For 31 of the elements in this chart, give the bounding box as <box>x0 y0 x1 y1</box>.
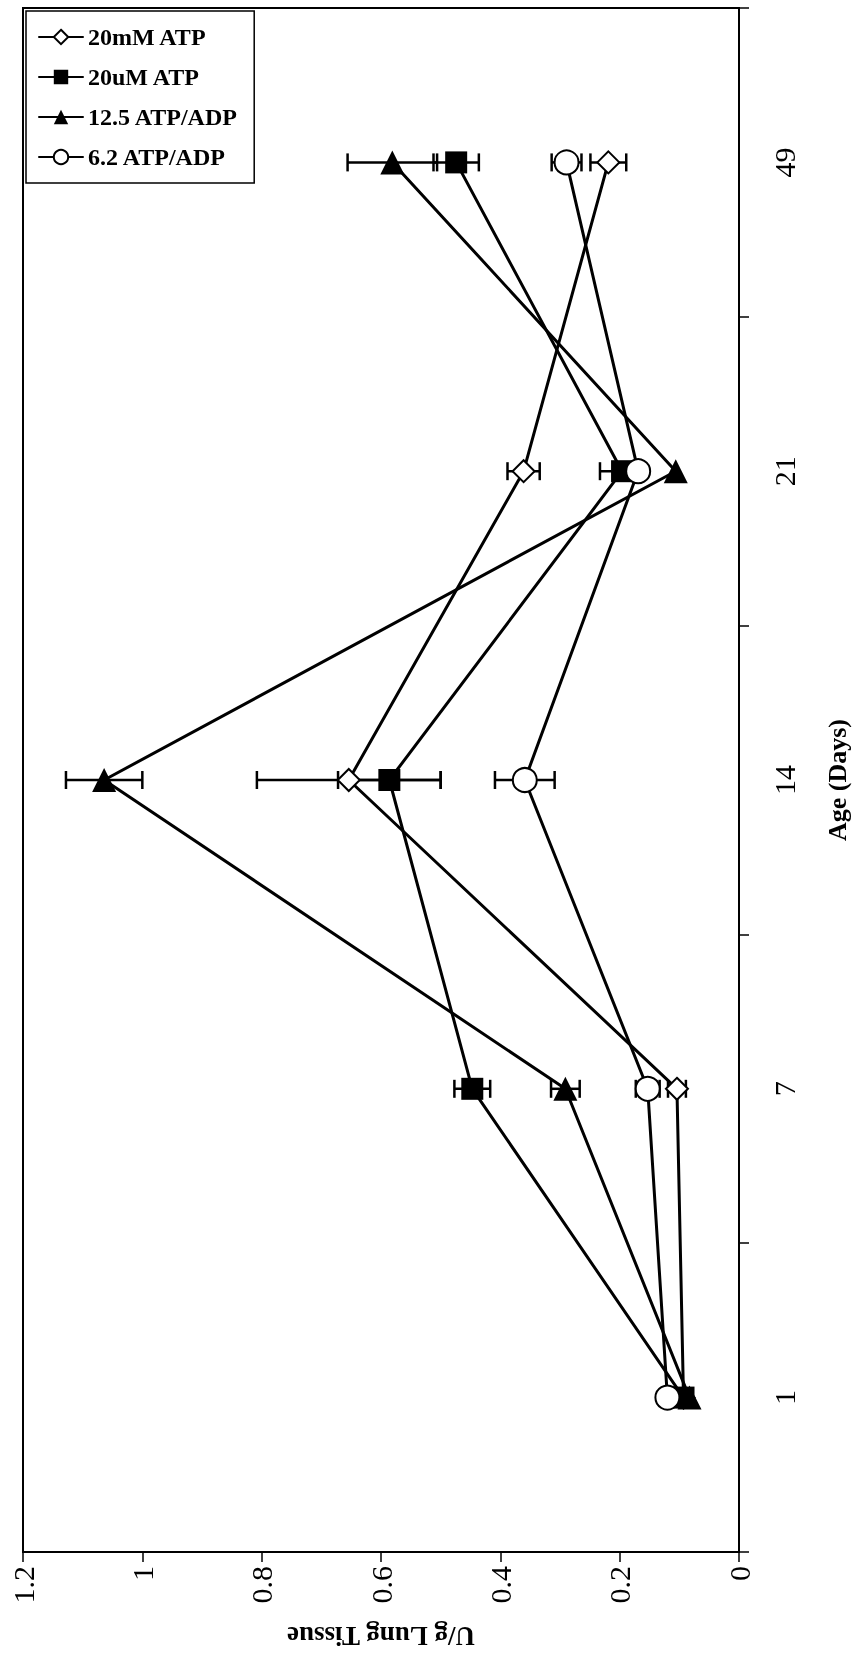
point <box>445 151 468 174</box>
x-tick-label: 0.6 <box>364 1566 398 1604</box>
point <box>461 1077 484 1100</box>
legend-label: 6.2 ATP/ADP <box>88 144 225 170</box>
point <box>380 150 405 175</box>
y-tick-label: 1 <box>767 1390 801 1406</box>
point <box>511 459 536 484</box>
y-tick-label: 49 <box>767 147 801 178</box>
point <box>92 768 117 792</box>
x-tick-label: 1.2 <box>6 1566 40 1604</box>
legend-label: 20mM ATP <box>88 24 206 50</box>
x-tick-label: 0.2 <box>603 1566 637 1604</box>
point <box>663 459 688 484</box>
x-axis-title: U/g Lung Tissue <box>286 1620 476 1651</box>
point <box>625 458 652 485</box>
point <box>596 150 621 175</box>
x-tick-label: 0.4 <box>483 1566 517 1604</box>
x-tick-label: 1 <box>125 1566 159 1581</box>
point <box>336 768 361 792</box>
legend-label: 20uM ATP <box>88 64 199 90</box>
y-tick-label: 21 <box>767 456 801 487</box>
x-tick-label: 0.8 <box>245 1566 279 1604</box>
point <box>654 1384 681 1411</box>
y-axis-title: Age (Days) <box>822 718 852 842</box>
point <box>378 769 401 791</box>
point <box>677 1385 702 1410</box>
x-tick-label: 0 <box>722 1566 756 1581</box>
legend-label: 12.5 ATP/ADP <box>88 104 237 130</box>
y-tick-label: 7 <box>767 1081 801 1097</box>
point <box>511 767 538 793</box>
y-tick-label: 14 <box>767 765 801 795</box>
